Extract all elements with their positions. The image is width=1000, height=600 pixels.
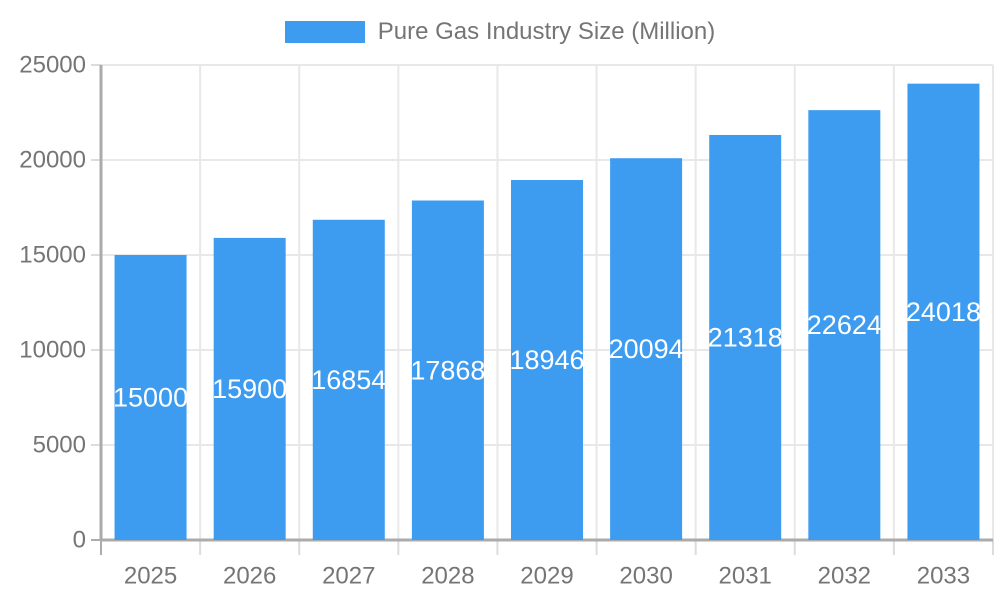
x-tick-label: 2029 [520,563,573,590]
x-tick-label: 2032 [818,563,871,590]
chart-legend[interactable]: Pure Gas Industry Size (Million) [0,20,1000,44]
x-tick-label: 2028 [421,563,474,590]
bar-value-label: 18946 [509,345,584,375]
x-tick-label: 2027 [322,563,375,590]
bar-value-label: 17868 [410,355,485,385]
bar-value-label: 24018 [906,297,981,327]
y-tick-label: 20000 [19,147,86,174]
legend-label: Pure Gas Industry Size (Million) [377,18,716,45]
bar-value-label: 15000 [113,383,188,413]
x-tick-label: 2033 [917,563,970,590]
x-tick-label: 2031 [719,563,772,590]
bar-value-label: 21318 [708,322,783,352]
y-tick-label: 10000 [19,337,86,364]
bar-2027[interactable] [312,219,385,541]
y-tick-label: 25000 [19,52,86,79]
y-tick-label: 5000 [33,432,86,459]
x-tick-label: 2026 [223,563,276,590]
bar-value-label: 20094 [609,334,684,364]
bar-2028[interactable] [411,200,484,540]
bar-2025[interactable] [114,255,187,540]
bar-2033[interactable] [907,83,980,541]
y-tick-label: 0 [73,527,86,554]
bar-value-label: 15900 [212,374,287,404]
bar-2032[interactable] [808,110,881,541]
bar-2031[interactable] [709,134,782,540]
legend-swatch-icon [284,21,365,43]
y-tick-label: 15000 [19,242,86,269]
bar-value-label: 22624 [807,310,882,340]
bar-2030[interactable] [610,158,683,541]
bar-2026[interactable] [213,237,286,540]
bar-2029[interactable] [511,180,583,540]
x-tick-label: 2025 [124,563,177,590]
bar-value-label: 16854 [311,365,386,395]
x-tick-label: 2030 [619,563,672,590]
